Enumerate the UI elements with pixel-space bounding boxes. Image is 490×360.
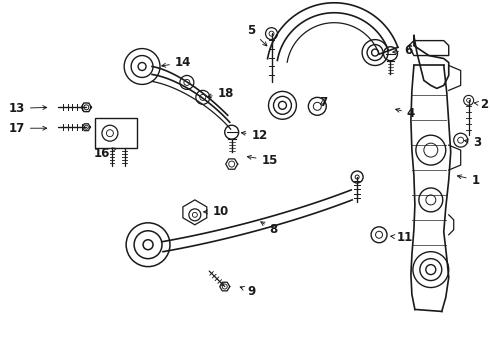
Text: 3: 3 — [465, 136, 482, 149]
Text: 17: 17 — [9, 122, 47, 135]
Text: 4: 4 — [395, 107, 415, 120]
Text: 12: 12 — [242, 129, 268, 142]
Text: 15: 15 — [247, 154, 278, 167]
Text: 8: 8 — [261, 222, 278, 236]
Text: 14: 14 — [162, 56, 191, 69]
Text: 18: 18 — [208, 87, 234, 100]
Text: 2: 2 — [474, 98, 489, 111]
Text: 10: 10 — [204, 205, 229, 219]
Text: 1: 1 — [457, 174, 480, 186]
Text: 7: 7 — [319, 96, 327, 109]
Text: 5: 5 — [247, 24, 267, 46]
Text: 13: 13 — [9, 102, 47, 115]
Text: 6: 6 — [393, 44, 412, 57]
Text: 16: 16 — [94, 147, 116, 159]
Text: 11: 11 — [391, 231, 413, 244]
Text: 9: 9 — [240, 285, 256, 298]
